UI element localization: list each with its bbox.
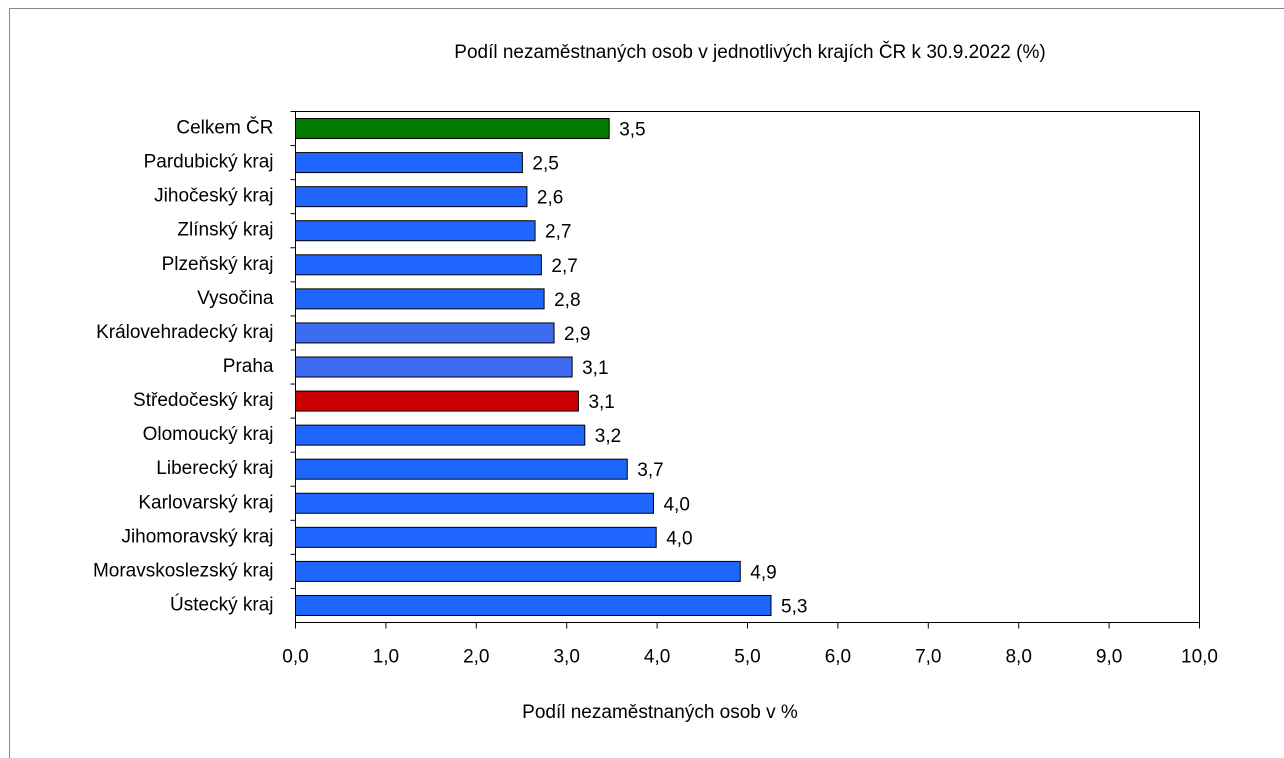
bar: [295, 526, 657, 548]
value-label: 4,0: [663, 494, 689, 515]
chart-title: Podíl nezaměstnaných osob v jednotlivých…: [454, 41, 1045, 63]
value-label: 3,2: [595, 426, 621, 447]
bar: [295, 254, 542, 276]
y-tick-label: Královehradecký kraj: [96, 322, 273, 343]
y-tick-label: Jihočeský kraj: [154, 186, 273, 207]
bar: [295, 390, 579, 412]
value-label: 2,9: [564, 324, 590, 345]
y-tick-label: Zlínský kraj: [177, 220, 273, 241]
value-label: 2,8: [554, 290, 580, 311]
y-tick-label: Plzeňský kraj: [162, 254, 274, 275]
bar: [295, 356, 573, 378]
x-tick-label: 2,0: [463, 647, 489, 668]
value-label: 3,7: [637, 460, 663, 481]
value-label: 2,6: [537, 188, 563, 209]
value-label: 5,3: [781, 596, 807, 617]
x-tick-label: 9,0: [1096, 647, 1122, 668]
bar: [295, 458, 628, 480]
bar: [295, 220, 536, 242]
bar: [295, 594, 772, 616]
bar: [295, 288, 545, 310]
bar: [295, 152, 523, 174]
value-label: 3,1: [582, 358, 608, 379]
value-label: 3,1: [588, 392, 614, 413]
y-tick-label: Liberecký kraj: [156, 458, 273, 479]
y-tick-label: Pardubický kraj: [144, 152, 274, 173]
y-tick-label: Praha: [223, 356, 274, 377]
y-tick-label: Jihomoravský kraj: [121, 526, 273, 547]
bar: [295, 492, 654, 514]
value-label: 4,0: [666, 528, 692, 549]
bar: [295, 186, 528, 208]
value-label: 2,5: [532, 154, 558, 175]
y-tick-label: Celkem ČR: [176, 117, 273, 139]
y-tick-label: Středočeský kraj: [133, 390, 273, 411]
bar: [295, 118, 610, 140]
value-label: 3,5: [619, 120, 645, 141]
bar: [295, 322, 555, 344]
value-label: 2,7: [551, 256, 577, 277]
x-tick-label: 1,0: [373, 647, 399, 668]
y-tick-label: Karlovarský kraj: [138, 492, 273, 513]
x-tick-label: 8,0: [1005, 647, 1031, 668]
y-tick-label: Olomoucký kraj: [143, 424, 274, 445]
x-tick-label: 10,0: [1181, 647, 1218, 668]
x-tick-label: 5,0: [734, 647, 760, 668]
x-tick-label: 6,0: [825, 647, 851, 668]
value-label: 2,7: [545, 222, 571, 243]
x-tick-label: 0,0: [282, 647, 308, 668]
x-tick-label: 7,0: [915, 647, 941, 668]
x-tick-label: 4,0: [644, 647, 670, 668]
y-tick-label: Moravskoslezský kraj: [93, 560, 274, 581]
y-tick-label: Vysočina: [197, 288, 274, 309]
bar: [295, 560, 741, 582]
x-tick-label: 3,0: [553, 647, 579, 668]
x-axis-label: Podíl nezaměstnaných osob v %: [522, 702, 798, 723]
value-label: 4,9: [750, 562, 776, 583]
bar: [295, 424, 586, 446]
y-tick-label: Ústecký kraj: [170, 593, 273, 615]
